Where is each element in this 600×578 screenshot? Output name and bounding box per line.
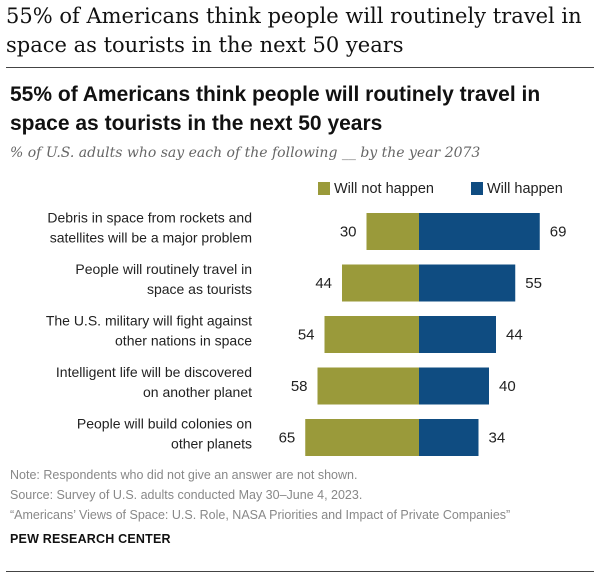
pew-brand-logo: PEW RESEARCH CENTER (10, 532, 171, 546)
bar-will-happen-1 (419, 213, 540, 250)
legend-label-will-not-happen: Will not happen (334, 181, 434, 197)
bar-will-not-happen-5 (305, 419, 419, 456)
category-label-1-line-1: Debris in space from rockets and (47, 210, 252, 226)
legend-swatch-will-happen (471, 182, 483, 195)
value-label-will-happen-3: 44 (506, 327, 523, 344)
value-label-will-happen-2: 55 (525, 275, 542, 292)
chart-subtitle: % of U.S. adults who say each of the fol… (10, 145, 481, 161)
value-label-will-not-happen-1: 30 (340, 224, 357, 241)
chart-title: 55% of Americans think people will routi… (10, 83, 541, 135)
legend-label-will-happen: Will happen (487, 181, 563, 197)
value-label-will-not-happen-2: 44 (315, 275, 332, 292)
bar-will-not-happen-4 (317, 367, 419, 405)
bar-will-happen-4 (419, 367, 489, 405)
page-heading: 55% of Americans think people will routi… (6, 4, 582, 57)
category-label-4-line-2: on another planet (143, 384, 252, 400)
legend-swatch-will-not-happen (318, 182, 330, 195)
report-text: “Americans’ Views of Space: U.S. Role, N… (10, 508, 511, 522)
category-label-2-line-1: People will routinely travel in (75, 261, 252, 277)
category-label-3-line-2: other nations in space (115, 333, 252, 349)
note-text: Note: Respondents who did not give an an… (10, 468, 358, 482)
bar-will-happen-3 (419, 316, 496, 353)
bar-will-not-happen-3 (324, 316, 419, 353)
bar-will-not-happen-2 (342, 264, 419, 302)
top-divider (6, 67, 594, 68)
category-label-4-line-1: Intelligent life will be discovered (56, 364, 252, 380)
value-label-will-not-happen-3: 54 (298, 327, 315, 344)
category-label-5-line-2: other planets (171, 436, 252, 452)
category-label-1-line-2: satellites will be a major problem (50, 230, 252, 246)
category-label-3-line-1: The U.S. military will fight against (46, 313, 252, 329)
value-label-will-happen-4: 40 (499, 378, 516, 395)
category-label-5-line-1: People will build colonies on (77, 416, 252, 432)
bar-will-happen-5 (419, 419, 479, 456)
diverging-bar-chart: Will not happen Will happen Debris in spac… (46, 181, 567, 456)
bar-will-happen-2 (419, 264, 516, 302)
value-label-will-happen-5: 34 (489, 430, 506, 447)
category-label-2-line-2: space as tourists (147, 281, 252, 297)
value-label-will-not-happen-5: 65 (279, 430, 296, 447)
bar-will-not-happen-1 (366, 213, 419, 250)
value-label-will-happen-1: 69 (550, 224, 567, 241)
source-text: Source: Survey of U.S. adults conducted … (10, 488, 363, 502)
chart-notes: Note: Respondents who did not give an an… (10, 465, 595, 525)
bottom-divider (6, 571, 594, 572)
value-label-will-not-happen-4: 58 (291, 378, 308, 395)
